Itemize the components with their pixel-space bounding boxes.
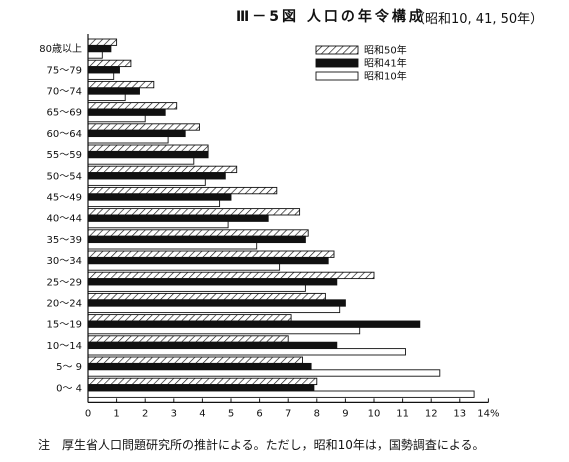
x-tick-label: 0 — [85, 408, 91, 419]
legend-label: 昭和10年 — [364, 70, 407, 83]
category-label: 50～54 — [47, 171, 82, 182]
bar-3-7 — [87, 178, 206, 186]
bar-1-7 — [87, 165, 238, 174]
bar-3-11 — [87, 263, 281, 271]
bar-3-5 — [87, 136, 169, 144]
legend-swatch — [315, 45, 359, 55]
bar-3-9 — [87, 220, 229, 229]
category-label: 20～24 — [47, 299, 82, 310]
bar-3-4 — [87, 114, 146, 123]
bar-1-13 — [87, 292, 326, 301]
bar-1-16 — [87, 356, 303, 364]
category-label: 35～39 — [47, 235, 82, 246]
legend-label: 昭和41年 — [364, 57, 407, 70]
footnote: 注 厚生省人口問題研究所の推計による。ただし，昭和10年は，国勢調査による。 — [38, 438, 485, 452]
category-label: 45～49 — [47, 193, 82, 204]
bar-2-15 — [87, 341, 338, 350]
bar-2-1 — [87, 44, 112, 53]
bar-2-8 — [87, 193, 232, 201]
bar-3-8 — [87, 199, 221, 208]
chart-title: Ⅲ－5図 人口の年令構成 — [236, 9, 426, 25]
x-tick-label: 2 — [142, 408, 148, 419]
category-label: 75～79 — [47, 65, 82, 76]
x-tick-label: 13 — [453, 408, 466, 419]
bar-1-2 — [87, 59, 132, 68]
bar-3-12 — [87, 284, 306, 292]
bar-3-15 — [87, 348, 406, 356]
bar-3-14 — [87, 326, 361, 335]
bar-3-3 — [87, 93, 126, 102]
bar-1-14 — [87, 314, 292, 322]
category-label: 10～14 — [47, 341, 82, 352]
bar-2-9 — [87, 214, 269, 222]
category-label: 15～19 — [47, 320, 82, 331]
category-label: 40～44 — [47, 214, 82, 225]
x-tick-label: 8 — [314, 408, 320, 419]
x-tick-label: 11 — [396, 408, 409, 419]
x-tick-label: 4 — [199, 408, 205, 419]
chart-subtitle: （昭和10, 41, 50年） — [412, 12, 544, 27]
category-label: 25～29 — [47, 277, 82, 288]
bar-2-17 — [87, 384, 315, 392]
bar-2-13 — [87, 299, 346, 307]
bar-3-10 — [87, 242, 258, 250]
bar-2-4 — [87, 108, 166, 116]
x-tick-label: 6 — [256, 408, 262, 419]
category-label: 65～69 — [47, 108, 82, 119]
x-tick-label: 5 — [228, 408, 234, 419]
bar-3-16 — [87, 369, 441, 377]
bar-3-1 — [87, 51, 103, 59]
bar-1-6 — [87, 144, 209, 152]
category-label: 5～ 9 — [56, 362, 82, 373]
category-label: 30～34 — [47, 256, 82, 267]
category-label: 70～74 — [47, 87, 82, 98]
bar-2-2 — [87, 66, 120, 74]
bar-2-12 — [87, 278, 338, 286]
bar-1-12 — [87, 271, 375, 280]
bar-1-8 — [87, 186, 278, 195]
category-label: 55～59 — [47, 150, 82, 161]
bar-3-13 — [87, 305, 341, 314]
x-tick-label: 3 — [171, 408, 177, 419]
bar-2-16 — [87, 362, 312, 371]
x-tick-label: 14% — [477, 408, 499, 419]
bar-1-17 — [87, 377, 318, 386]
bar-2-14 — [87, 320, 421, 328]
legend-swatch — [315, 71, 359, 81]
category-label: 60～64 — [47, 129, 82, 140]
bar-1-10 — [87, 229, 309, 237]
x-tick-label: 1 — [113, 408, 119, 419]
x-tick-label: 12 — [425, 408, 438, 419]
x-tick-label: 10 — [368, 408, 381, 419]
bar-3-2 — [87, 72, 115, 80]
bar-3-17 — [87, 390, 475, 398]
bar-1-15 — [87, 335, 289, 343]
bar-2-5 — [87, 129, 186, 138]
bar-2-3 — [87, 87, 140, 95]
bar-1-4 — [87, 102, 178, 110]
bar-2-11 — [87, 256, 329, 265]
x-tick-label: 7 — [285, 408, 291, 419]
legend-swatch — [315, 58, 359, 68]
bar-2-7 — [87, 172, 226, 180]
bar-1-9 — [87, 208, 301, 216]
category-label: 80歳以上 — [39, 43, 82, 55]
category-label: 0～ 4 — [56, 383, 82, 394]
x-tick-label: 9 — [342, 408, 348, 419]
bar-3-6 — [87, 157, 195, 165]
bar-1-3 — [87, 80, 155, 89]
bar-2-10 — [87, 235, 306, 244]
bar-2-6 — [87, 150, 209, 159]
bar-1-5 — [87, 123, 200, 131]
legend-label: 昭和50年 — [364, 44, 407, 57]
bar-1-1 — [87, 38, 118, 46]
bar-1-11 — [87, 250, 335, 258]
